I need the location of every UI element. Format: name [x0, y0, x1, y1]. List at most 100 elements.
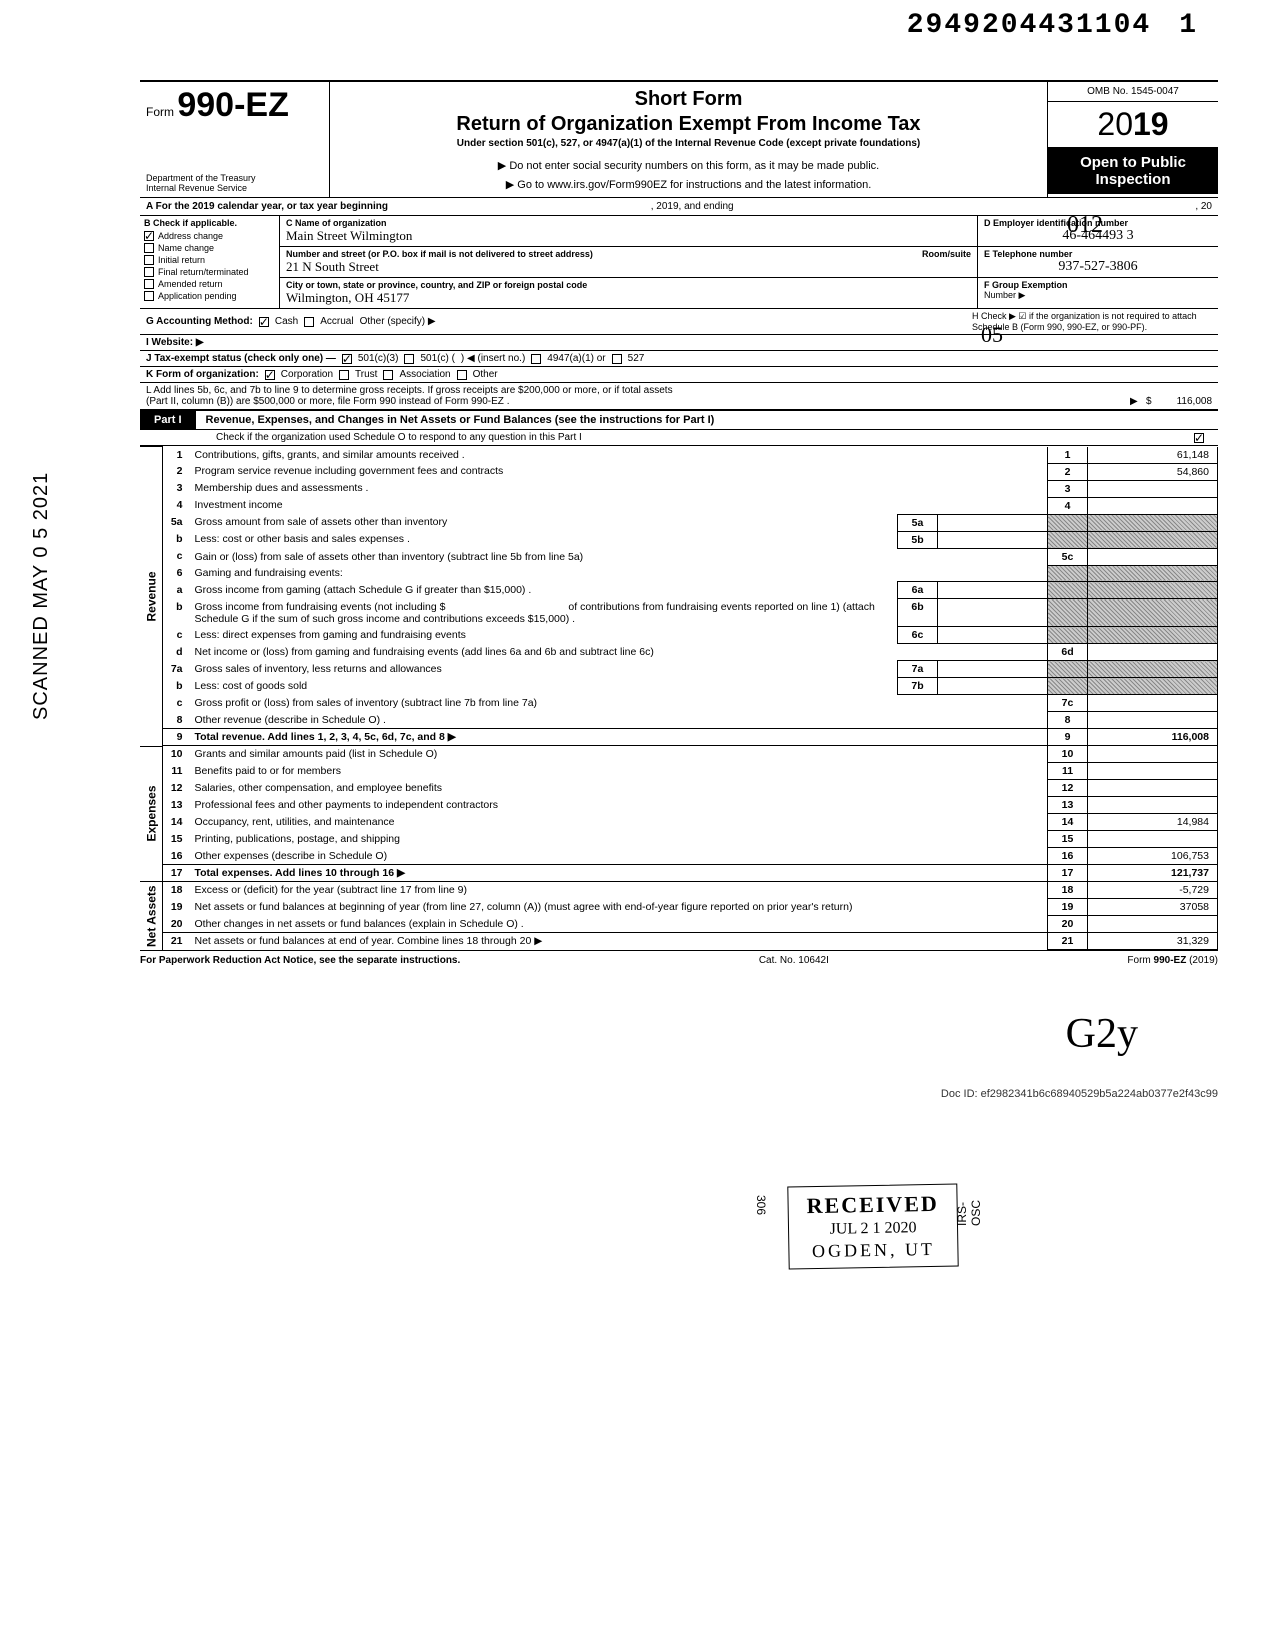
- year-value: 19: [1133, 106, 1169, 142]
- row-j: J Tax-exempt status (check only one) — 5…: [140, 351, 1218, 367]
- net-assets-side-label: Net Assets: [140, 882, 163, 950]
- chk-label: Final return/terminated: [158, 267, 249, 277]
- open-line2: Inspection: [1052, 171, 1214, 188]
- checkbox-icon[interactable]: [144, 231, 154, 241]
- line-num: b: [163, 599, 191, 627]
- chk-initial-return: Initial return: [140, 254, 279, 266]
- num-cell: 12: [1048, 780, 1088, 797]
- omb-number: OMB No. 1545-0047: [1048, 82, 1218, 102]
- checkbox-icon[interactable]: [612, 354, 622, 364]
- department-label: Department of the Treasury Internal Reve…: [146, 173, 323, 193]
- scanned-stamp: SCANNED MAY 0 5 2021: [30, 472, 53, 720]
- chk-label: Address change: [158, 231, 223, 241]
- org-addr-row: Number and street (or P.O. box if mail i…: [280, 247, 977, 278]
- row-a-left: A For the 2019 calendar year, or tax yea…: [146, 201, 388, 212]
- revenue-side-label: Revenue: [140, 447, 163, 747]
- line-num: 1: [163, 447, 191, 464]
- footer-cat: Cat. No. 10642I: [759, 955, 829, 966]
- tax-year: 2019: [1048, 102, 1218, 148]
- mini-val: [938, 661, 1048, 678]
- footer: For Paperwork Reduction Act Notice, see …: [140, 950, 1218, 970]
- mini-val: [938, 531, 1048, 548]
- val-cell: [1088, 548, 1218, 565]
- chk-name-change: Name change: [140, 242, 279, 254]
- shaded-cell: [1088, 661, 1218, 678]
- arrow-icon: [531, 935, 542, 947]
- checkbox-icon[interactable]: [457, 370, 467, 380]
- footer-right: Form 990-EZ (2019): [1127, 955, 1218, 966]
- checkbox-icon[interactable]: [342, 354, 352, 364]
- val-cell: 121,737: [1088, 865, 1218, 882]
- room-label: Room/suite: [922, 249, 971, 259]
- chk-address-change: Address change: [140, 230, 279, 242]
- chk-final-return: Final return/terminated: [140, 266, 279, 278]
- handwritten-initial: 05: [981, 322, 1003, 348]
- shaded-cell: [1088, 582, 1218, 599]
- form-number-value: 990-EZ: [177, 86, 289, 124]
- arrow-icon: [394, 867, 405, 879]
- checkbox-icon[interactable]: [531, 354, 541, 364]
- val-cell: [1088, 480, 1218, 497]
- phone-label: E Telephone number: [984, 249, 1212, 259]
- num-cell: 10: [1048, 746, 1088, 763]
- mini-val: [938, 599, 1048, 627]
- doc-id-number: 2949204431104: [907, 10, 1151, 41]
- part-i-check: Check if the organization used Schedule …: [140, 430, 1218, 446]
- checkbox-icon[interactable]: [259, 317, 269, 327]
- chk-label: Initial return: [158, 255, 205, 265]
- num-cell: 7c: [1048, 695, 1088, 712]
- checkbox-icon[interactable]: [265, 370, 275, 380]
- line-text: Excess or (deficit) for the year (subtra…: [195, 884, 468, 896]
- shaded-cell: [1088, 565, 1218, 582]
- org-name-value: Main Street Wilmington: [286, 228, 971, 244]
- val-cell: [1088, 797, 1218, 814]
- row-j-label: J Tax-exempt status (check only one) —: [146, 353, 336, 364]
- line-text: Professional fees and other payments to …: [195, 799, 499, 811]
- form-subtitle: Under section 501(c), 527, or 4947(a)(1)…: [340, 138, 1037, 149]
- stamp-location: OGDEN, UT: [807, 1239, 939, 1262]
- checkbox-icon[interactable]: [144, 291, 154, 301]
- line-text: Net income or (loss) from gaming and fun…: [195, 646, 654, 658]
- line-text: Less: cost of goods sold: [195, 680, 308, 692]
- 501c-label: 501(c) (: [420, 353, 454, 364]
- short-form-label: Short Form: [340, 88, 1037, 111]
- expenses-side-label: Expenses: [140, 746, 163, 882]
- group-label2: Number ▶: [984, 290, 1212, 301]
- city-value: Wilmington, OH 45177: [286, 290, 971, 306]
- year-box: OMB No. 1545-0047 2019 Open to Public In…: [1048, 82, 1218, 197]
- signature: G2y: [140, 1010, 1138, 1058]
- line-text: Gross income from fundraising events (no…: [195, 601, 446, 613]
- col-c-org-info: C Name of organization Main Street Wilmi…: [280, 216, 978, 308]
- checkbox-icon[interactable]: [304, 317, 314, 327]
- val-cell: 31,329: [1088, 933, 1218, 950]
- line-num: c: [163, 548, 191, 565]
- checkbox-icon[interactable]: [383, 370, 393, 380]
- part-i-table: Revenue 1 Contributions, gifts, grants, …: [140, 446, 1218, 950]
- line-text: Gain or (loss) from sale of assets other…: [195, 551, 584, 563]
- line-num: 11: [163, 763, 191, 780]
- row-l-line2: (Part II, column (B)) are $500,000 or mo…: [146, 396, 509, 407]
- shaded-cell: [1048, 582, 1088, 599]
- checkbox-icon[interactable]: [144, 267, 154, 277]
- checkbox-icon[interactable]: [144, 279, 154, 289]
- addr-label: Number and street (or P.O. box if mail i…: [286, 249, 593, 259]
- line-text: Less: direct expenses from gaming and fu…: [195, 629, 466, 641]
- checkbox-icon[interactable]: [339, 370, 349, 380]
- val-cell: [1088, 712, 1218, 729]
- shaded-cell: [1088, 514, 1218, 531]
- checkbox-icon[interactable]: [1194, 433, 1204, 443]
- line-text: Gross sales of inventory, less returns a…: [195, 663, 442, 675]
- line-num: 9: [163, 729, 191, 746]
- checkbox-icon[interactable]: [144, 243, 154, 253]
- line-text: Gross amount from sale of assets other t…: [195, 516, 448, 528]
- checkbox-icon[interactable]: [144, 255, 154, 265]
- line-text: Net assets or fund balances at beginning…: [195, 901, 853, 913]
- shaded-cell: [1048, 514, 1088, 531]
- city-label: City or town, state or province, country…: [286, 280, 971, 290]
- chk-amended: Amended return: [140, 278, 279, 290]
- line-num: 6: [163, 565, 191, 582]
- phone-value: 937-527-3806: [984, 259, 1212, 275]
- row-l-amount: 116,008: [1177, 396, 1212, 407]
- checkbox-icon[interactable]: [404, 354, 414, 364]
- line-num: 3: [163, 480, 191, 497]
